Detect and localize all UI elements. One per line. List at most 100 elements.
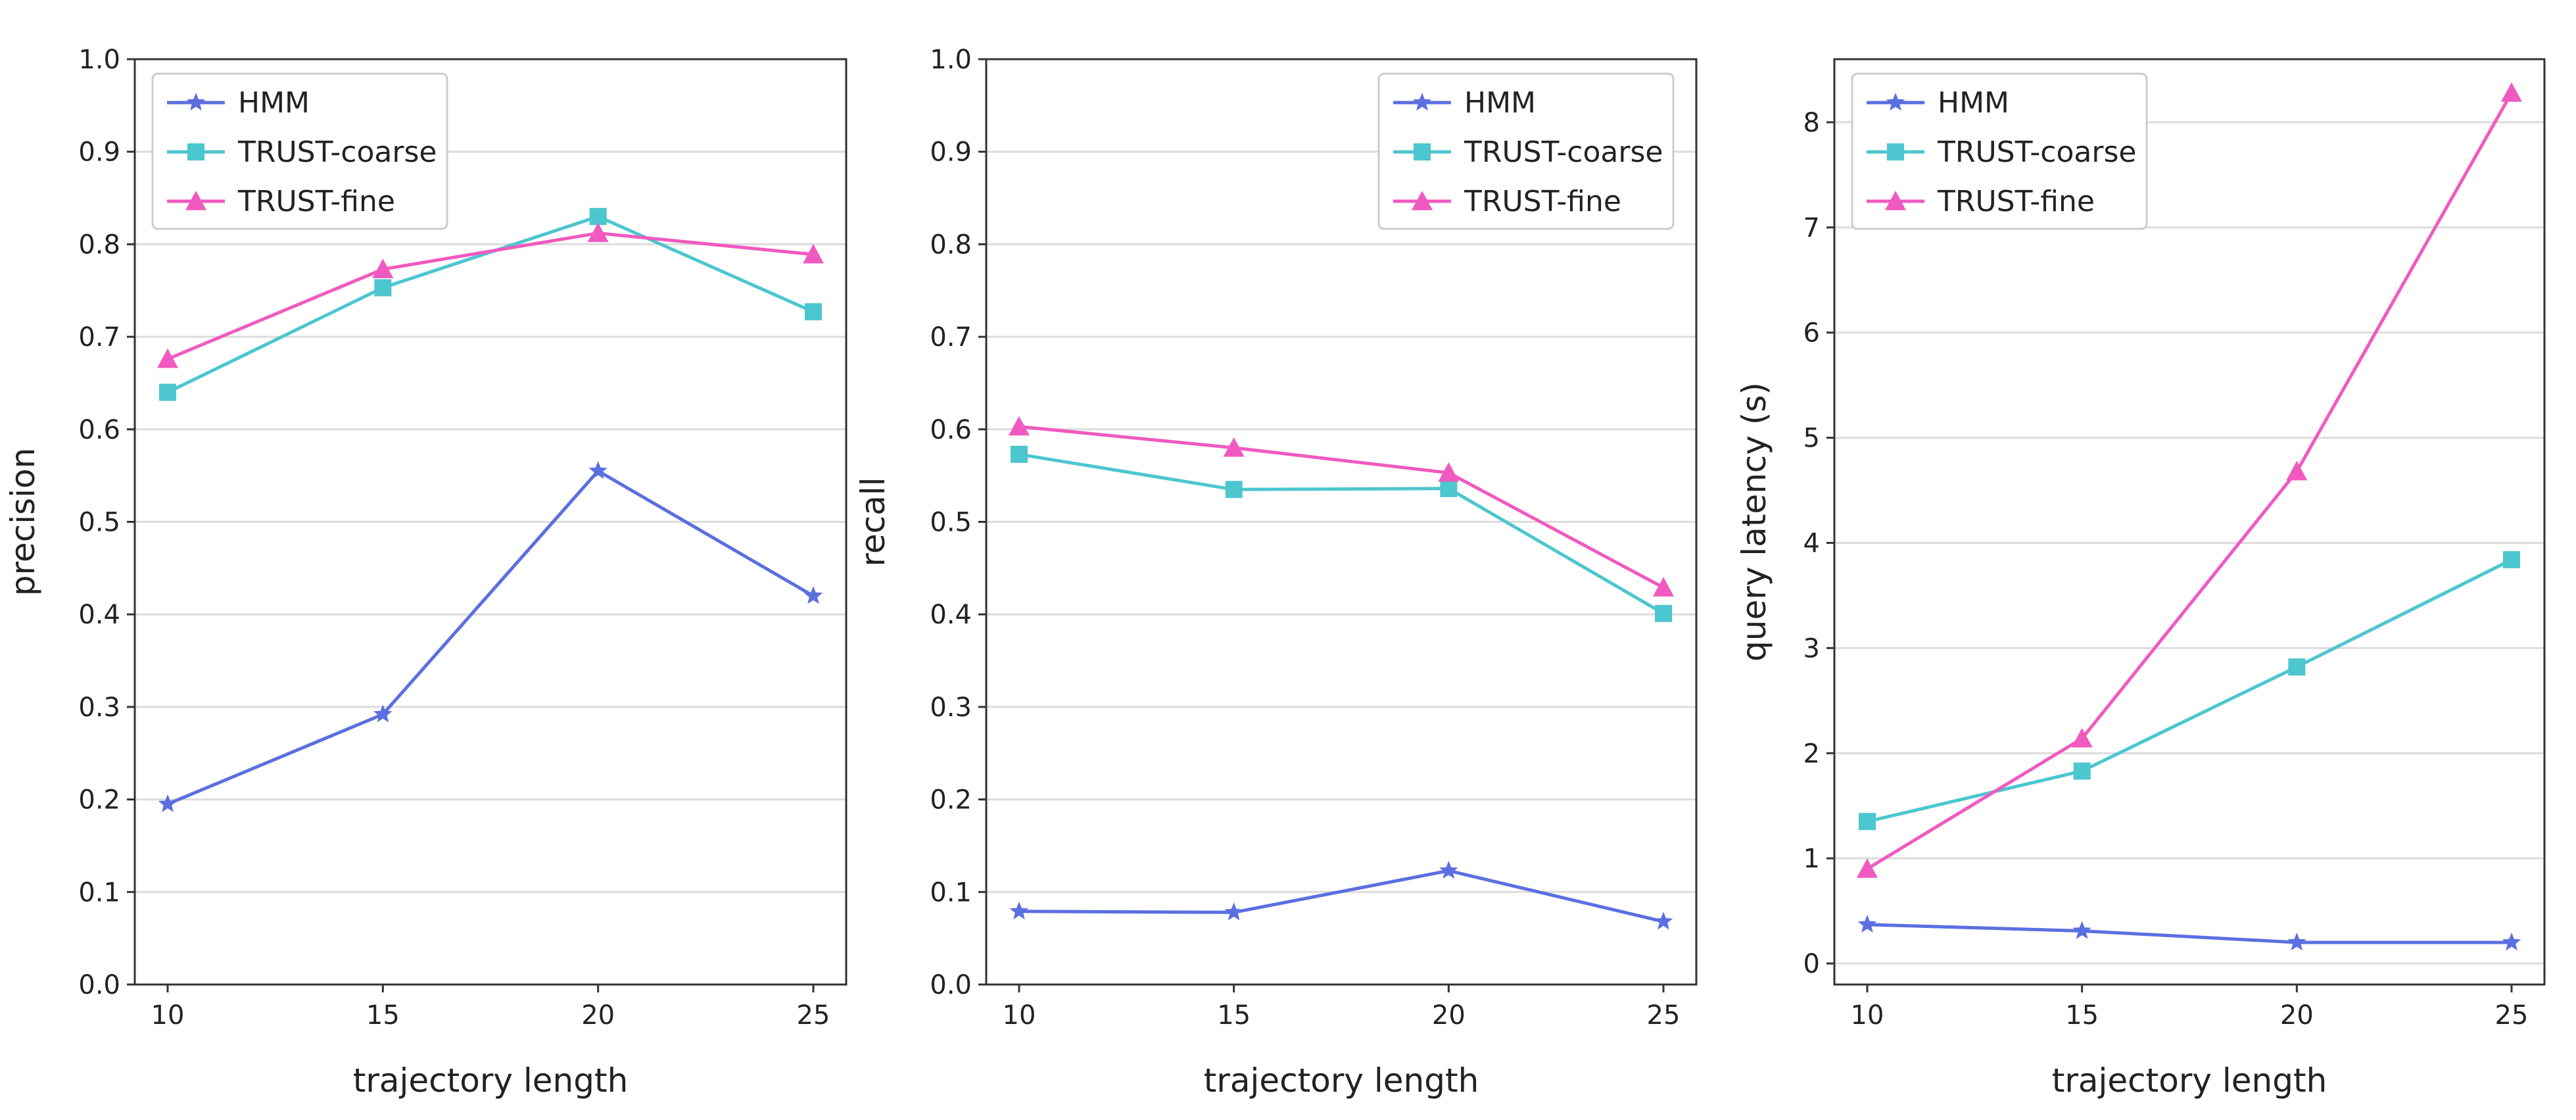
triangle-icon bbox=[1885, 191, 1906, 210]
y-tick-label: 0.4 bbox=[930, 600, 972, 630]
y-tick-label: 5 bbox=[1803, 424, 1820, 454]
data-point bbox=[1857, 858, 1878, 878]
plot-frame bbox=[1833, 58, 2546, 986]
y-axis-label: query latency (s) bbox=[1735, 382, 1773, 662]
legend-entry: TRUST-fine bbox=[1937, 185, 2095, 218]
data-point bbox=[1224, 902, 1243, 921]
data-point bbox=[803, 243, 824, 264]
y-tick-label: 0.3 bbox=[930, 693, 972, 723]
series-line-trust-coarse bbox=[1018, 452, 1665, 615]
y-tick-label: 0.0 bbox=[78, 970, 120, 1000]
series-line-trust-coarse bbox=[1867, 558, 2513, 823]
y-tick-label: 0 bbox=[1803, 949, 1820, 979]
subplot-1: 0.0 0.1 0.2 0.3 0.4 0.5 0.6 0.7 0.8 0.9 1.0 10 15 20 2… bbox=[4, 45, 847, 1100]
x-tick-label: 20 bbox=[1432, 1000, 1466, 1031]
x-tick-label: 10 bbox=[151, 1000, 185, 1031]
y-tick-label: 0.1 bbox=[78, 877, 120, 908]
legend-entry: HMM bbox=[238, 86, 310, 120]
y-tick-label: 0.8 bbox=[930, 230, 972, 260]
legend-entry: HMM bbox=[1464, 86, 1536, 120]
data-point bbox=[588, 461, 608, 479]
data-point bbox=[2286, 460, 2308, 481]
data-point bbox=[1655, 604, 1672, 622]
data-point bbox=[372, 258, 394, 278]
legend-entry: TRUST-coarse bbox=[1464, 135, 1663, 169]
y-tick-label: 0.6 bbox=[78, 415, 120, 445]
y-tick-label: 0.9 bbox=[78, 137, 120, 168]
legend-box bbox=[1851, 72, 2148, 230]
x-tick-label: 15 bbox=[366, 1000, 400, 1031]
data-point bbox=[1225, 481, 1243, 499]
data-point bbox=[1438, 462, 1460, 482]
data-point bbox=[589, 208, 607, 226]
legend-entry: TRUST-fine bbox=[1464, 185, 1621, 218]
data-point bbox=[1857, 914, 1877, 933]
y-tick-label: 0.5 bbox=[930, 508, 972, 538]
subplot-3: 0 1 2 3 4 5 6 7 8 10 15 20 25 trajectory length query … bbox=[1735, 58, 2546, 1100]
series-line-hmm bbox=[1018, 869, 1664, 923]
plot-frame bbox=[985, 58, 1698, 986]
y-tick-label: 0.4 bbox=[78, 600, 120, 630]
y-tick-label: 0.7 bbox=[930, 322, 972, 353]
data-point bbox=[2071, 727, 2093, 748]
subplot-2: 0.0 0.1 0.2 0.3 0.4 0.5 0.6 0.7 0.8 0.9 1.0 10 15 20 2… bbox=[854, 45, 1698, 1100]
x-tick-label: 25 bbox=[2495, 1000, 2529, 1031]
legend-entry: TRUST-coarse bbox=[237, 135, 437, 169]
legend-box bbox=[1377, 72, 1675, 230]
x-axis-label: trajectory length bbox=[1204, 1061, 1479, 1100]
x-tick-label: 15 bbox=[1217, 1000, 1251, 1031]
data-point bbox=[2287, 933, 2306, 951]
y-tick-label: 0.8 bbox=[78, 230, 120, 260]
data-point bbox=[1859, 813, 1876, 831]
legend: HMM TRUST-coarse TRUST-fine bbox=[1377, 72, 1675, 230]
y-axis-label: recall bbox=[854, 477, 892, 566]
y-tick-label: 0.5 bbox=[78, 508, 120, 538]
x-axis-label: trajectory length bbox=[2052, 1061, 2327, 1100]
legend: HMM TRUST-coarse TRUST-fine bbox=[1851, 72, 2148, 230]
data-point bbox=[373, 704, 393, 723]
x-tick-label: 25 bbox=[1647, 1000, 1681, 1031]
data-point bbox=[2072, 921, 2091, 939]
x-tick-label: 20 bbox=[2280, 1000, 2314, 1031]
data-point bbox=[1011, 445, 1028, 463]
triangle-icon bbox=[185, 191, 206, 210]
y-tick-label: 0.1 bbox=[930, 877, 972, 908]
star-icon bbox=[1886, 93, 1905, 111]
y-tick-label: 0.2 bbox=[78, 785, 120, 816]
x-tick-label: 10 bbox=[1851, 1000, 1884, 1031]
series-line-trust-fine bbox=[1018, 425, 1665, 589]
data-point bbox=[159, 383, 176, 401]
square-icon bbox=[1414, 143, 1431, 160]
y-tick-label: 1.0 bbox=[930, 45, 972, 75]
series-line-trust-fine bbox=[1866, 91, 2514, 871]
data-point bbox=[2288, 658, 2306, 676]
square-icon bbox=[187, 143, 204, 160]
data-point bbox=[374, 279, 392, 297]
data-point bbox=[1653, 577, 1674, 597]
y-tick-label: 6 bbox=[1803, 318, 1820, 349]
data-point bbox=[805, 303, 822, 321]
y-tick-label: 0.3 bbox=[78, 693, 120, 723]
y-tick-label: 1 bbox=[1803, 844, 1820, 874]
plot-frame bbox=[133, 58, 847, 986]
x-tick-label: 15 bbox=[2065, 1000, 2099, 1031]
x-tick-label: 20 bbox=[581, 1000, 615, 1031]
legend-entry: HMM bbox=[1938, 86, 2009, 120]
triangle-icon bbox=[1412, 191, 1433, 210]
data-point bbox=[2502, 933, 2521, 951]
x-tick-label: 25 bbox=[797, 1000, 830, 1031]
y-tick-label: 0.2 bbox=[930, 785, 972, 816]
data-point bbox=[803, 586, 823, 604]
y-tick-label: 3 bbox=[1803, 633, 1820, 664]
y-tick-label: 2 bbox=[1803, 739, 1820, 769]
data-point bbox=[157, 348, 178, 368]
y-tick-label: 0.6 bbox=[930, 415, 972, 445]
data-point bbox=[1440, 479, 1458, 497]
y-tick-label: 0.9 bbox=[930, 137, 972, 168]
y-tick-label: 0.0 bbox=[930, 970, 972, 1000]
y-tick-label: 4 bbox=[1803, 528, 1820, 558]
star-icon bbox=[186, 93, 206, 111]
x-tick-label: 10 bbox=[1003, 1000, 1036, 1031]
data-point bbox=[1439, 860, 1458, 879]
